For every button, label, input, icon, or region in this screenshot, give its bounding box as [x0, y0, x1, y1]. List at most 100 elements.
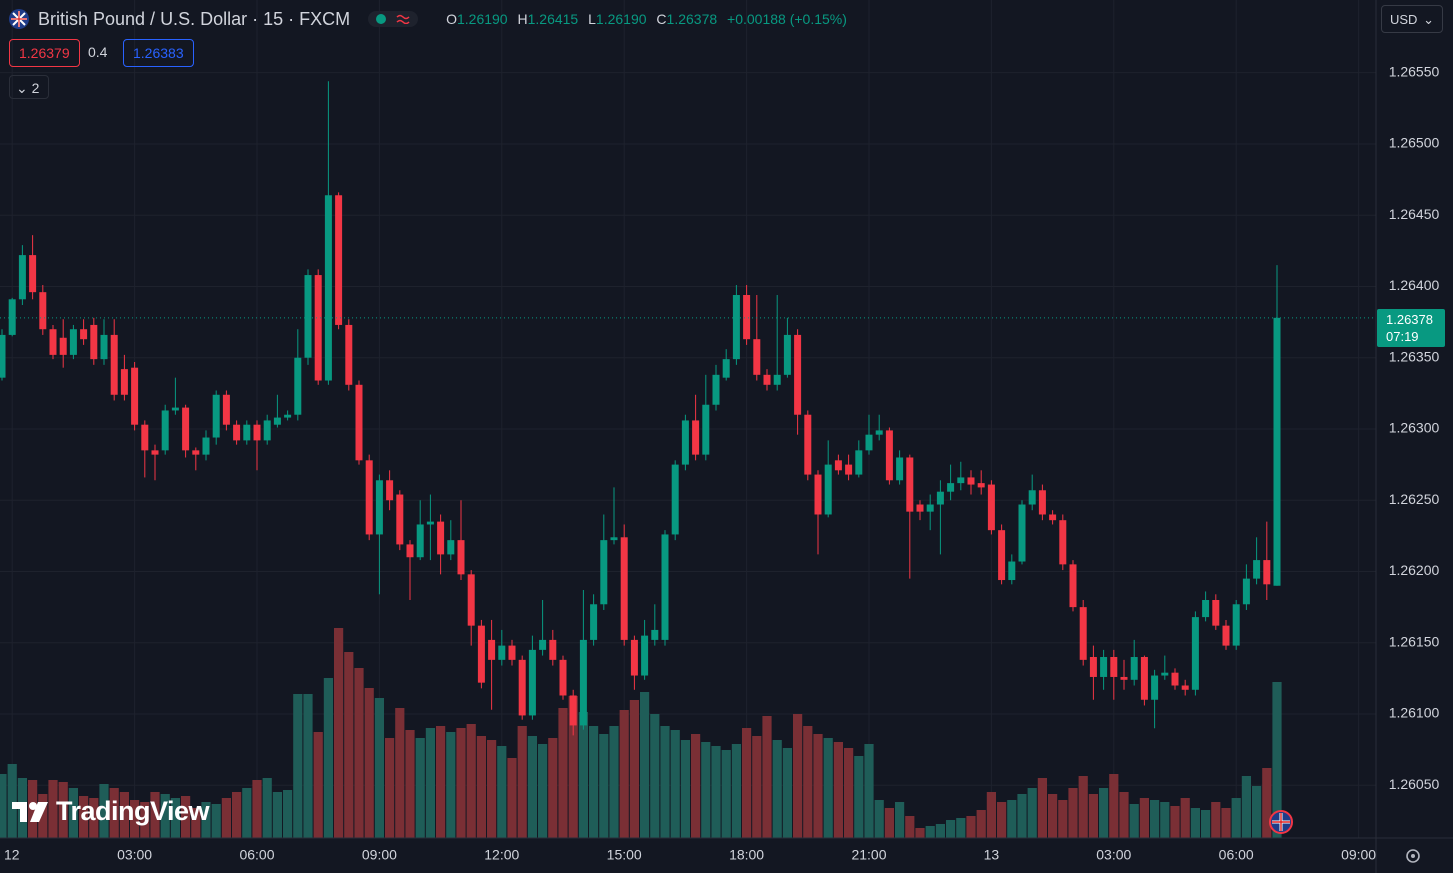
status-pill[interactable] — [368, 11, 419, 27]
spread: 0.4 — [88, 44, 108, 60]
volume-bar — [568, 696, 578, 838]
volume-bar — [405, 730, 415, 838]
candle-body — [855, 450, 863, 475]
volume-bar — [548, 738, 558, 838]
candle-body — [365, 460, 373, 535]
volume-bar — [517, 726, 527, 838]
volume-bar — [956, 818, 966, 838]
y-tick-label: 1.26050 — [1389, 776, 1440, 792]
candle-body — [222, 394, 230, 425]
candle-body — [590, 604, 598, 640]
candle-body — [120, 369, 128, 395]
volume-bar — [507, 758, 517, 838]
candle-body — [131, 367, 139, 425]
volume-bar — [211, 804, 221, 838]
volume-bar — [272, 792, 282, 838]
candle-body — [1110, 657, 1118, 677]
x-tick-label: 09:00 — [362, 847, 397, 863]
volume-bar — [1017, 794, 1027, 838]
candle-body — [202, 437, 210, 455]
legend-bar: British Pound / U.S. Dollar · 15 · FXCM … — [8, 6, 847, 32]
candle-body — [763, 374, 771, 385]
volume-bar — [1190, 808, 1200, 838]
candle-body — [406, 544, 414, 558]
volume-bar — [334, 628, 344, 838]
candle-body — [845, 464, 853, 475]
candle-body — [967, 477, 975, 485]
candle-body — [1049, 514, 1057, 521]
event-flag[interactable] — [1268, 809, 1294, 835]
currency-select[interactable]: USD ⌄ — [1381, 5, 1443, 33]
candle-body — [753, 339, 761, 375]
volume-bar — [609, 726, 619, 838]
volume-bar — [1221, 808, 1231, 838]
volume-bar — [283, 790, 293, 838]
volume-bar — [58, 782, 68, 838]
candle-body — [579, 639, 587, 726]
volume-bar — [293, 694, 303, 838]
volume-bar — [354, 668, 364, 838]
candle-body — [957, 477, 965, 484]
ohlc-key: C — [656, 11, 667, 27]
candle-body — [804, 414, 812, 475]
x-tick-label: 03:00 — [117, 847, 152, 863]
volume-bar — [895, 802, 905, 838]
candle-body — [18, 255, 26, 300]
x-tick-label: 12 — [4, 847, 20, 863]
volume-bar — [1109, 774, 1119, 838]
ohlc-value: 1.26378 — [666, 11, 718, 27]
buy-button[interactable]: 1.26383 — [123, 39, 194, 67]
y-tick-label: 1.26300 — [1389, 420, 1440, 436]
candle-body — [437, 521, 445, 555]
volume-bar — [1241, 776, 1251, 838]
candle-body — [0, 334, 6, 378]
x-tick-label: 09:00 — [1341, 847, 1376, 863]
candle-body — [896, 457, 904, 481]
volume-bar — [1139, 798, 1149, 838]
candle-body — [488, 639, 496, 660]
grid — [0, 0, 1376, 838]
volume-bar — [762, 716, 772, 838]
volume-bar — [589, 726, 599, 838]
candle-body — [192, 450, 200, 455]
volume-bar — [1272, 682, 1282, 838]
indicators-toggle[interactable]: ⌄ 2 — [9, 75, 49, 99]
volume-bar — [538, 744, 548, 838]
volume-bar — [385, 738, 395, 838]
settings-icon[interactable] — [1406, 849, 1420, 863]
volume-bar — [731, 744, 741, 838]
candle-body — [110, 334, 118, 395]
sell-button[interactable]: 1.26379 — [9, 39, 80, 67]
volume-bar — [232, 792, 242, 838]
market-open-dot — [376, 14, 387, 24]
data-delay-icon — [396, 14, 410, 24]
candle-body — [1202, 599, 1210, 618]
volume-bar — [313, 732, 323, 838]
volume-bar — [1048, 794, 1058, 838]
volume-bar — [925, 826, 935, 838]
volume-bar — [558, 708, 568, 838]
candle-body — [243, 424, 251, 441]
volume-bar — [487, 740, 497, 838]
x-tick-label: 12:00 — [484, 847, 519, 863]
candle-body — [977, 483, 985, 488]
volume-bar — [1160, 802, 1170, 838]
volume-bar — [497, 746, 507, 838]
volume-bar — [79, 796, 89, 838]
candle-body — [1232, 604, 1240, 646]
symbol-title[interactable]: British Pound / U.S. Dollar · 15 · FXCM — [38, 8, 351, 29]
candle-body — [651, 629, 659, 640]
volume-bar — [701, 742, 711, 838]
candle-body — [314, 275, 322, 381]
currency: USD — [1390, 12, 1418, 27]
candle-body — [743, 295, 751, 340]
candle-body — [600, 540, 608, 605]
volume-bar — [905, 816, 915, 838]
candle-body — [80, 329, 88, 340]
candle-body — [528, 649, 536, 716]
volume-bar — [711, 746, 721, 838]
logo-mark — [12, 801, 48, 822]
candle-body — [39, 292, 47, 330]
candle-body — [1273, 317, 1281, 586]
